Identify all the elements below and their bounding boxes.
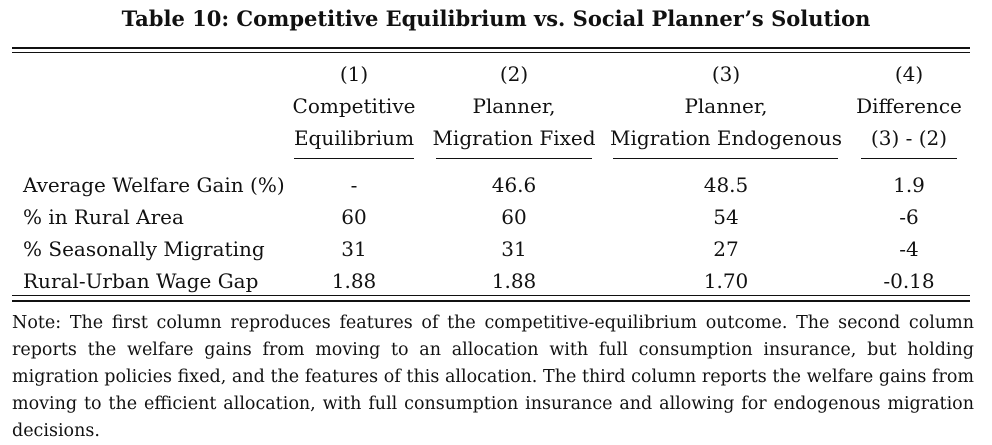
table-cell: 54: [713, 205, 739, 229]
row-label: Average Welfare Gain (%): [23, 173, 285, 197]
table-cell: 27: [713, 237, 739, 261]
column-title-line1: Planner,: [472, 94, 556, 118]
table-cell: -6: [899, 205, 919, 229]
column-header-4: (4) Difference (3) - (2): [852, 58, 966, 154]
top-rule-thick: [12, 47, 970, 49]
table-cell: 1.88: [331, 269, 377, 293]
table-cell: 60: [501, 205, 527, 229]
table-row: Average Welfare Gain (%) - 46.6 48.5 1.9: [0, 169, 992, 201]
column-number: (4): [894, 62, 924, 86]
table-cell: 1.88: [491, 269, 537, 293]
table-cell: -: [350, 173, 358, 197]
column-header-1: (1) Competitive Equilibrium: [284, 58, 424, 154]
column-title-line1: Difference: [856, 94, 962, 118]
column-title-line2: Equilibrium: [293, 126, 415, 150]
row-label: Rural-Urban Wage Gap: [23, 269, 259, 293]
column-underline: [613, 158, 838, 159]
table-body: Average Welfare Gain (%) - 46.6 48.5 1.9…: [0, 169, 992, 297]
bottom-rule-thin: [12, 295, 970, 296]
table-cell: 31: [501, 237, 527, 261]
table-cell: 46.6: [491, 173, 537, 197]
table-row: % in Rural Area 60 60 54 -6: [0, 201, 992, 233]
table-cell: 1.9: [893, 173, 925, 197]
table-title: Table 10: Competitive Equilibrium vs. So…: [121, 6, 871, 31]
bottom-rule-thick: [12, 300, 970, 302]
column-number: (1): [339, 62, 369, 86]
column-title-line2: (3) - (2): [870, 126, 948, 150]
table-note: Note: The first column reproduces featur…: [12, 313, 974, 441]
row-label: % Seasonally Migrating: [23, 237, 265, 261]
column-header-2: (2) Planner, Migration Fixed: [430, 58, 598, 154]
table-row: % Seasonally Migrating 31 31 27 -4: [0, 233, 992, 265]
column-number: (3): [711, 62, 741, 86]
table-cell: 48.5: [703, 173, 749, 197]
row-label: % in Rural Area: [23, 205, 184, 229]
column-title-line2: Migration Endogenous: [610, 126, 842, 150]
column-underline: [861, 158, 957, 159]
column-underline: [294, 158, 414, 159]
column-title-line1: Planner,: [684, 94, 768, 118]
table-cell: -4: [899, 237, 919, 261]
column-header-3: (3) Planner, Migration Endogenous: [604, 58, 848, 154]
table-row: Rural-Urban Wage Gap 1.88 1.88 1.70 -0.1…: [0, 265, 992, 297]
column-number: (2): [499, 62, 529, 86]
column-title-line1: Competitive: [292, 94, 416, 118]
column-title-line2: Migration Fixed: [432, 126, 596, 150]
table-cell: 1.70: [703, 269, 749, 293]
table-cell: 31: [341, 237, 367, 261]
table-cell: 60: [341, 205, 367, 229]
table-cell: -0.18: [883, 269, 935, 293]
table-page: Table 10: Competitive Equilibrium vs. So…: [0, 6, 992, 441]
column-underline: [436, 158, 592, 159]
top-rule-thin: [12, 52, 970, 53]
